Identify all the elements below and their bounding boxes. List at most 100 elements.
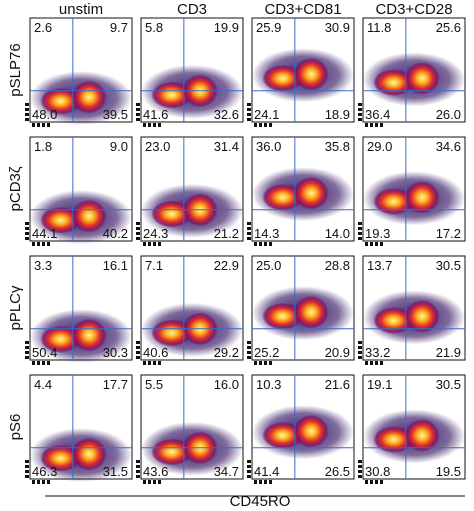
density-blob bbox=[373, 68, 414, 97]
axis-tick bbox=[153, 242, 156, 246]
axis-tick bbox=[143, 361, 146, 365]
axis-tick bbox=[25, 470, 29, 473]
quadrant-value: 28.8 bbox=[325, 258, 350, 273]
quadrant-value: 19.9 bbox=[214, 20, 239, 35]
axis-tick bbox=[247, 465, 251, 468]
quadrant-value: 30.3 bbox=[103, 345, 128, 360]
axis-tick bbox=[358, 108, 362, 111]
axis-tick bbox=[380, 242, 383, 246]
quadrant-value: 2.6 bbox=[34, 20, 52, 35]
axis-tick bbox=[148, 123, 151, 127]
quadrant-value: 29.0 bbox=[367, 139, 392, 154]
quadrant-value: 20.9 bbox=[325, 345, 350, 360]
quadrant-value: 33.2 bbox=[365, 345, 390, 360]
density-blob bbox=[262, 183, 303, 211]
axis-tick bbox=[375, 123, 378, 127]
axis-tick bbox=[136, 232, 140, 235]
axis-tick bbox=[42, 242, 45, 246]
quadrant-value: 35.8 bbox=[325, 139, 350, 154]
axis-tick bbox=[32, 480, 35, 484]
quadrant-value: 36.0 bbox=[256, 139, 281, 154]
density-blob bbox=[373, 187, 414, 215]
quadrant-value: 10.3 bbox=[256, 377, 281, 392]
axis-tick bbox=[358, 232, 362, 235]
axis-tick bbox=[158, 361, 161, 365]
axis-tick bbox=[358, 341, 362, 344]
quadrant-value: 9.0 bbox=[110, 139, 128, 154]
quadrant-value: 46.3 bbox=[32, 464, 57, 479]
axis-tick bbox=[25, 351, 29, 354]
axis-tick bbox=[136, 475, 140, 478]
quadrant-value: 25.0 bbox=[256, 258, 281, 273]
axis-tick bbox=[247, 341, 251, 344]
axis-tick bbox=[380, 361, 383, 365]
axis-tick bbox=[143, 242, 146, 246]
density-blob bbox=[293, 414, 329, 448]
axis-tick bbox=[148, 361, 151, 365]
axis-tick bbox=[25, 460, 29, 463]
axis-tick bbox=[153, 480, 156, 484]
quadrant-value: 19.5 bbox=[436, 464, 461, 479]
quadrant-value: 13.7 bbox=[367, 258, 392, 273]
axis-tick bbox=[380, 123, 383, 127]
axis-tick bbox=[136, 103, 140, 106]
density-blob bbox=[151, 438, 193, 466]
axis-tick bbox=[269, 480, 272, 484]
axis-tick bbox=[358, 237, 362, 240]
axis-tick bbox=[25, 222, 29, 225]
axis-tick bbox=[47, 123, 50, 127]
axis-tick bbox=[148, 242, 151, 246]
density-blob bbox=[71, 80, 107, 114]
axis-tick bbox=[264, 123, 267, 127]
axis-tick bbox=[37, 480, 40, 484]
quadrant-value: 19.1 bbox=[367, 377, 392, 392]
axis-tick bbox=[136, 108, 140, 111]
axis-tick bbox=[136, 356, 140, 359]
axis-tick bbox=[247, 118, 251, 121]
row-label: pPLCγ bbox=[7, 285, 24, 331]
quadrant-value: 34.6 bbox=[436, 139, 461, 154]
quadrant-value: 30.5 bbox=[436, 377, 461, 392]
density-blob bbox=[71, 318, 107, 352]
axis-tick bbox=[136, 341, 140, 344]
axis-tick bbox=[25, 237, 29, 240]
quadrant-value: 21.6 bbox=[325, 377, 350, 392]
axis-tick bbox=[47, 480, 50, 484]
axis-tick bbox=[42, 123, 45, 127]
axis-tick bbox=[148, 480, 151, 484]
axis-tick bbox=[254, 480, 257, 484]
quadrant-value: 16.1 bbox=[103, 258, 128, 273]
quadrant-value: 25.9 bbox=[256, 20, 281, 35]
axis-tick bbox=[365, 242, 368, 246]
axis-tick bbox=[25, 465, 29, 468]
quadrant-value: 21.9 bbox=[436, 345, 461, 360]
axis-tick bbox=[358, 460, 362, 463]
quadrant-value: 3.3 bbox=[34, 258, 52, 273]
density-blob bbox=[40, 444, 81, 472]
axis-tick bbox=[47, 242, 50, 246]
density-blob bbox=[40, 206, 81, 234]
axis-tick bbox=[247, 475, 251, 478]
axis-tick bbox=[136, 351, 140, 354]
quadrant-value: 25.2 bbox=[254, 345, 279, 360]
quadrant-value: 31.5 bbox=[103, 464, 128, 479]
density-blob bbox=[293, 57, 329, 91]
axis-tick bbox=[259, 361, 262, 365]
density-blob bbox=[404, 61, 440, 95]
axis-tick bbox=[136, 470, 140, 473]
quadrant-value: 30.5 bbox=[436, 258, 461, 273]
axis-tick bbox=[375, 242, 378, 246]
axis-tick bbox=[25, 341, 29, 344]
axis-tick bbox=[254, 361, 257, 365]
quadrant-value: 39.5 bbox=[103, 107, 128, 122]
axis-tick bbox=[264, 480, 267, 484]
axis-tick bbox=[32, 361, 35, 365]
column-header: CD3 bbox=[177, 1, 207, 18]
quadrant-value: 24.1 bbox=[254, 107, 279, 122]
axis-tick bbox=[25, 118, 29, 121]
axis-tick bbox=[158, 123, 161, 127]
axis-tick bbox=[358, 475, 362, 478]
axis-tick bbox=[358, 465, 362, 468]
axis-tick bbox=[25, 227, 29, 230]
